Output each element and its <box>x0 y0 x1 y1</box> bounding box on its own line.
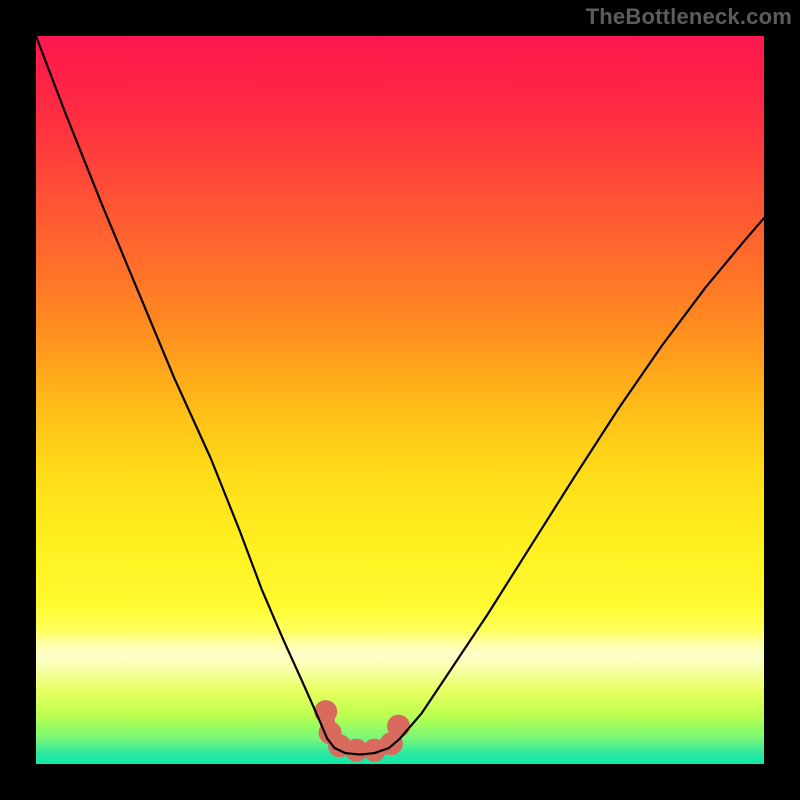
trough-marker <box>388 715 410 737</box>
watermark-label: TheBottleneck.com <box>586 4 792 30</box>
bottleneck-chart <box>0 0 800 800</box>
chart-frame: TheBottleneck.com <box>0 0 800 800</box>
plot-background <box>36 36 764 764</box>
